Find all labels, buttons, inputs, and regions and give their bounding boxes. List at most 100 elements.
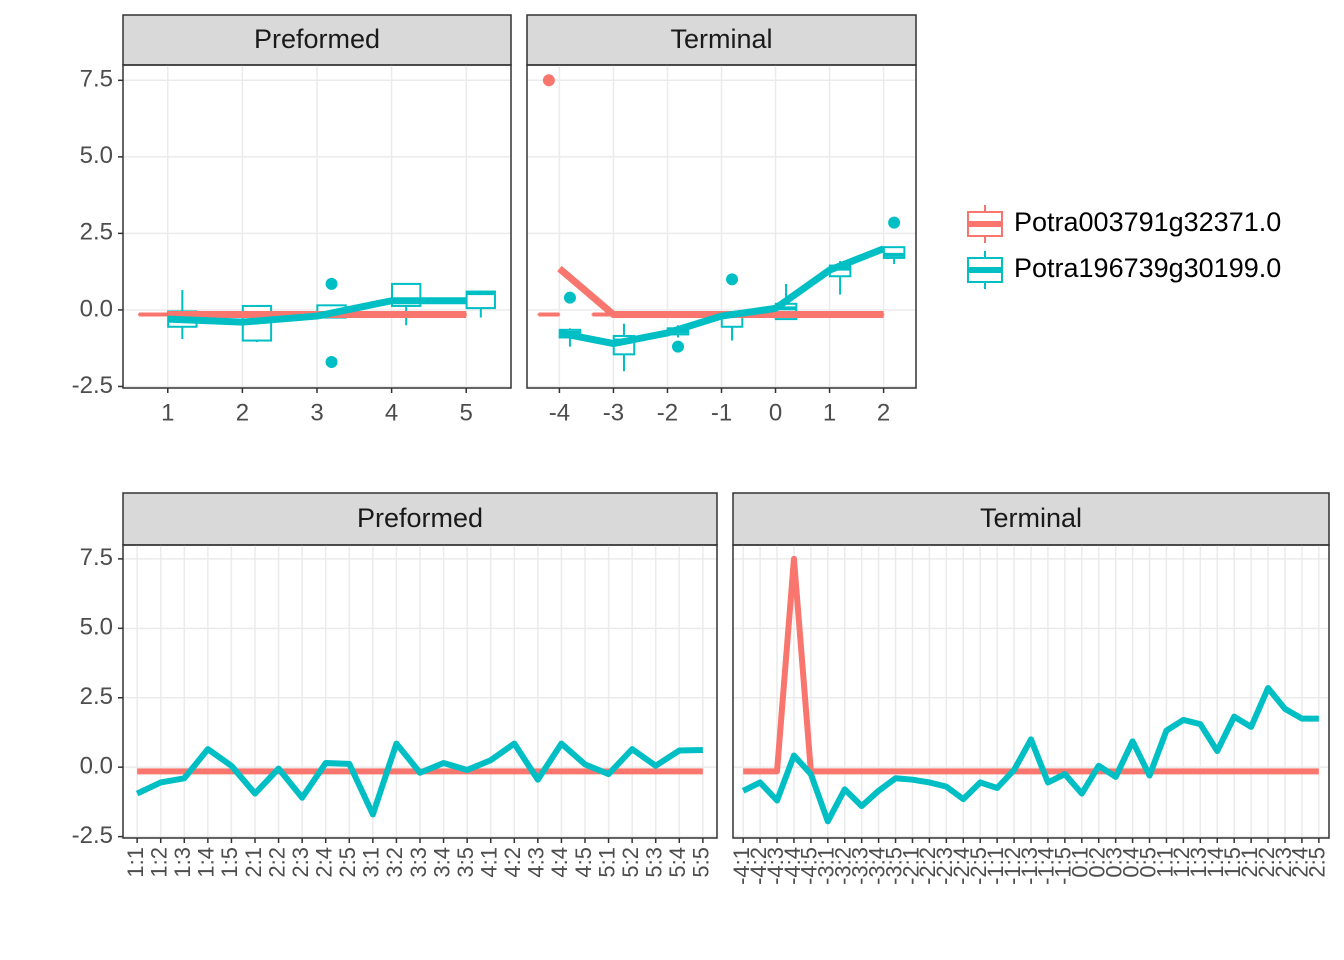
x-tick-label: 1:3 — [1186, 847, 1211, 878]
x-tick-label: 5:5 — [689, 847, 714, 878]
x-tick-label: 1:4 — [1203, 847, 1228, 878]
x-tick-label: 4:4 — [547, 847, 572, 878]
x-tick-label: 5:4 — [665, 847, 690, 878]
x-tick-label: 3:5 — [453, 847, 478, 878]
mean-line — [558, 245, 885, 348]
y-tick-label: -2.5 — [72, 822, 113, 849]
x-tick-label: -2 — [657, 399, 678, 426]
panel-border — [122, 64, 512, 389]
x-tick-label: 3:4 — [429, 847, 454, 878]
series-line — [135, 740, 703, 818]
y-tick-label: 2.5 — [80, 219, 113, 246]
x-tick-label: 5:1 — [594, 847, 619, 878]
x-tick-label: 2:4 — [1288, 847, 1313, 878]
x-tick-label: 4:1 — [477, 847, 502, 878]
x-tick-label: 1:1 — [123, 847, 148, 878]
x-tick-label: -4:3 — [763, 847, 788, 885]
panel-border — [122, 544, 718, 839]
outlier — [325, 277, 338, 290]
y-tick-label: 7.5 — [80, 544, 113, 571]
x-tick-label: 5 — [460, 399, 473, 426]
x-tick-label: 1:1 — [1152, 847, 1177, 878]
y-tick-label: 2.5 — [80, 683, 113, 710]
x-tick-label: -2:1 — [898, 847, 923, 885]
x-tick-label: -2:2 — [915, 847, 940, 885]
x-tick-label: 1:2 — [147, 847, 172, 878]
x-tick-label: 1:2 — [1169, 847, 1194, 878]
x-tick-label: 0:2 — [1085, 847, 1110, 878]
x-tick-label: -1:1 — [983, 847, 1008, 885]
x-tick-label: 5:3 — [642, 847, 667, 878]
x-tick-label: 2:1 — [241, 847, 266, 878]
x-tick-label: 2:1 — [1237, 847, 1262, 878]
x-tick-label: 0:4 — [1118, 847, 1143, 878]
x-tick-label: 0:5 — [1135, 847, 1160, 878]
strip — [732, 492, 1330, 546]
outlier — [726, 273, 739, 286]
y-tick-label: 0.0 — [80, 295, 113, 322]
x-tick-label: 2:2 — [1254, 847, 1279, 878]
x-tick-label: 1 — [161, 399, 174, 426]
x-tick-label: -3:1 — [814, 847, 839, 885]
x-tick-label: -2:4 — [949, 847, 974, 885]
panel-border — [732, 544, 1330, 839]
x-tick-label: -3:4 — [864, 847, 889, 885]
x-tick-label: -2:5 — [966, 847, 991, 885]
mean-line — [167, 297, 467, 326]
x-tick-label: -1:4 — [1034, 847, 1059, 885]
strip — [122, 492, 718, 546]
x-tick-label: -3:3 — [847, 847, 872, 885]
x-tick-label: -1 — [711, 399, 732, 426]
x-tick-label: 1:4 — [194, 847, 219, 878]
x-tick-label: 4:5 — [571, 847, 596, 878]
x-tick-label: -1:5 — [1051, 847, 1076, 885]
x-tick-label: 0 — [769, 399, 782, 426]
x-tick-label: 4:3 — [524, 847, 549, 878]
panel-border — [526, 64, 917, 389]
legend-label: Potra196739g30199.0 — [1014, 253, 1281, 283]
x-tick-label: -4:1 — [729, 847, 754, 885]
x-tick-label: -1:3 — [1017, 847, 1042, 885]
box — [882, 246, 906, 259]
x-tick-label: 3 — [310, 399, 323, 426]
series-line — [741, 685, 1319, 825]
x-tick-label: -4:4 — [780, 847, 805, 885]
x-tick-label: 3:2 — [382, 847, 407, 878]
strip — [526, 14, 917, 66]
x-tick-label: 2:3 — [1271, 847, 1296, 878]
x-tick-label: 1 — [823, 399, 836, 426]
x-tick-label: 2 — [877, 399, 890, 426]
x-tick-label: 1:5 — [1220, 847, 1245, 878]
x-tick-label: 0:3 — [1101, 847, 1126, 878]
strip-title: Preformed — [254, 24, 380, 54]
x-tick-label: 4:2 — [500, 847, 525, 878]
legend-label: Potra003791g32371.0 — [1014, 207, 1281, 237]
x-tick-label: -4:5 — [797, 847, 822, 885]
series-line — [743, 555, 1319, 775]
y-tick-label: 7.5 — [80, 66, 113, 93]
x-tick-label: 2:3 — [288, 847, 313, 878]
x-tick-label: -3:2 — [831, 847, 856, 885]
x-tick-label: 3:3 — [406, 847, 431, 878]
strip-title: Preformed — [357, 503, 483, 533]
x-tick-label: 5:2 — [618, 847, 643, 878]
x-tick-label: 2:2 — [264, 847, 289, 878]
x-tick-label: 2:5 — [1305, 847, 1330, 878]
outlier — [888, 216, 901, 229]
strip — [122, 14, 512, 66]
x-tick-label: 2:5 — [335, 847, 360, 878]
x-tick-label: 1:3 — [170, 847, 195, 878]
x-tick-label: 2 — [236, 399, 249, 426]
strip-title: Terminal — [980, 503, 1082, 533]
outlier — [325, 355, 338, 368]
x-tick-label: -4:2 — [746, 847, 771, 885]
x-tick-label: -4 — [549, 399, 570, 426]
x-tick-label: -3 — [603, 399, 624, 426]
x-tick-label: -2:3 — [932, 847, 957, 885]
x-tick-label: 0:1 — [1068, 847, 1093, 878]
x-tick-label: 4 — [385, 399, 398, 426]
y-tick-label: -2.5 — [72, 372, 113, 399]
x-tick-label: 2:4 — [312, 847, 337, 878]
x-tick-label: -3:5 — [881, 847, 906, 885]
